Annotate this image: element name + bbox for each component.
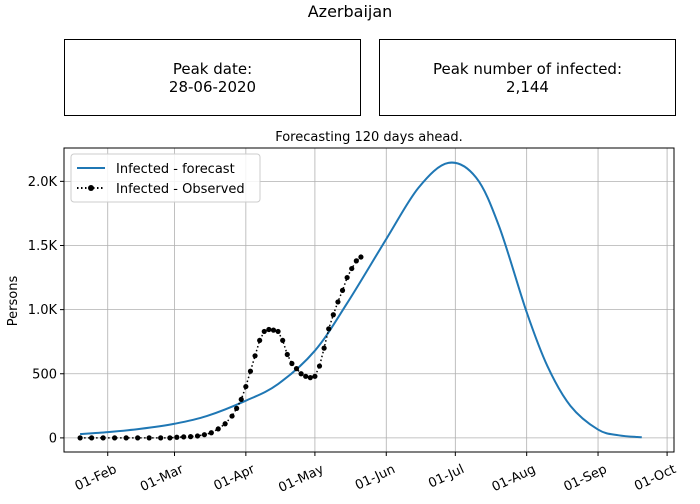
observed-point — [167, 435, 173, 441]
legend-observed-marker — [88, 185, 94, 191]
x-tick-label: 01-Jun — [353, 462, 398, 493]
observed-point — [270, 327, 277, 333]
observed-point — [215, 426, 221, 432]
y-tick-label: 500 — [32, 367, 57, 382]
observed-point — [344, 274, 350, 281]
peak-date-label: Peak date: — [172, 59, 253, 78]
observed-point — [330, 312, 336, 318]
x-tick-label: 01-Jul — [426, 462, 466, 492]
observed-point — [112, 435, 118, 441]
observed-point — [339, 287, 346, 293]
series-infected-forecast-line — [80, 161, 642, 439]
observed-point — [208, 430, 214, 436]
legend-box — [70, 153, 261, 203]
y-axis-label: Persons — [6, 276, 21, 327]
legend-forecast-label: Infected - forecast — [116, 162, 235, 177]
observed-point — [316, 363, 323, 369]
observed-point — [275, 328, 281, 335]
observed-point — [257, 337, 263, 344]
peak-date-value: 28-06-2020 — [168, 77, 257, 96]
y-tick-label: 1.5K — [28, 239, 58, 254]
observed-point — [298, 371, 304, 377]
observed-point — [194, 433, 201, 439]
observed-point — [201, 432, 208, 438]
x-tick-label: 01-Mar — [138, 462, 186, 495]
observed-point — [123, 435, 129, 441]
x-tick-label: 01-Apr — [212, 462, 258, 494]
x-tick-label: 01-Aug — [490, 462, 538, 495]
observed-point — [222, 421, 228, 427]
observed-point — [303, 373, 309, 379]
series-infected-observed-line — [80, 256, 362, 439]
observed-point — [289, 360, 295, 367]
observed-point — [100, 435, 106, 441]
observed-point — [146, 435, 152, 441]
observed-point — [312, 373, 318, 379]
observed-point — [321, 345, 327, 351]
x-tick-label: 01-Sep — [562, 462, 610, 495]
observed-point — [284, 351, 290, 358]
observed-point — [349, 265, 355, 272]
observed-point — [358, 254, 364, 260]
series-layer — [77, 161, 642, 441]
peak-date-card: Peak date: 28-06-2020 — [64, 39, 361, 116]
x-tick-label: 01-Oct — [632, 462, 678, 494]
observed-point — [266, 326, 272, 333]
observed-point — [89, 435, 95, 441]
observed-point — [353, 258, 359, 264]
observed-point — [188, 434, 194, 440]
y-tick-label: 0 — [49, 431, 57, 446]
page-title: Azerbaijan — [307, 2, 393, 21]
observed-point — [252, 353, 258, 359]
observed-point — [181, 434, 187, 440]
chart-title: Forecasting 120 days ahead. — [275, 130, 463, 145]
peak-infected-label: Peak number of infected: — [432, 59, 623, 78]
observed-point — [238, 396, 244, 403]
observed-point — [229, 413, 235, 419]
y-tick-label: 1.0K — [28, 303, 58, 318]
peak-infected-card: Peak number of infected: 2,144 — [379, 39, 676, 116]
observed-point — [335, 299, 341, 305]
observed-point — [280, 337, 286, 344]
observed-point — [261, 328, 267, 335]
legend-observed-label: Infected - Observed — [116, 182, 245, 197]
observed-point — [243, 383, 249, 390]
observed-point — [234, 405, 240, 411]
peak-infected-value: 2,144 — [506, 77, 549, 96]
observed-point — [247, 368, 254, 374]
y-tick-label: 2.0K — [28, 175, 58, 190]
axes-frame — [63, 147, 675, 453]
observed-point — [77, 435, 83, 441]
observed-point — [307, 375, 313, 381]
observed-point — [326, 326, 332, 332]
observed-point — [174, 434, 180, 440]
legend: Infected - forecast Infected - Observed — [70, 153, 261, 203]
observed-point — [158, 435, 164, 441]
x-tick-label: 01-Feb — [73, 462, 119, 494]
x-tick-label: 01-May — [276, 462, 326, 496]
observed-point — [293, 366, 300, 372]
observed-point — [135, 435, 141, 441]
tick-layer: 01-Feb 01-Mar 01-Apr 01-May 01-Jun 01-Jul 01-A… — [28, 175, 679, 496]
